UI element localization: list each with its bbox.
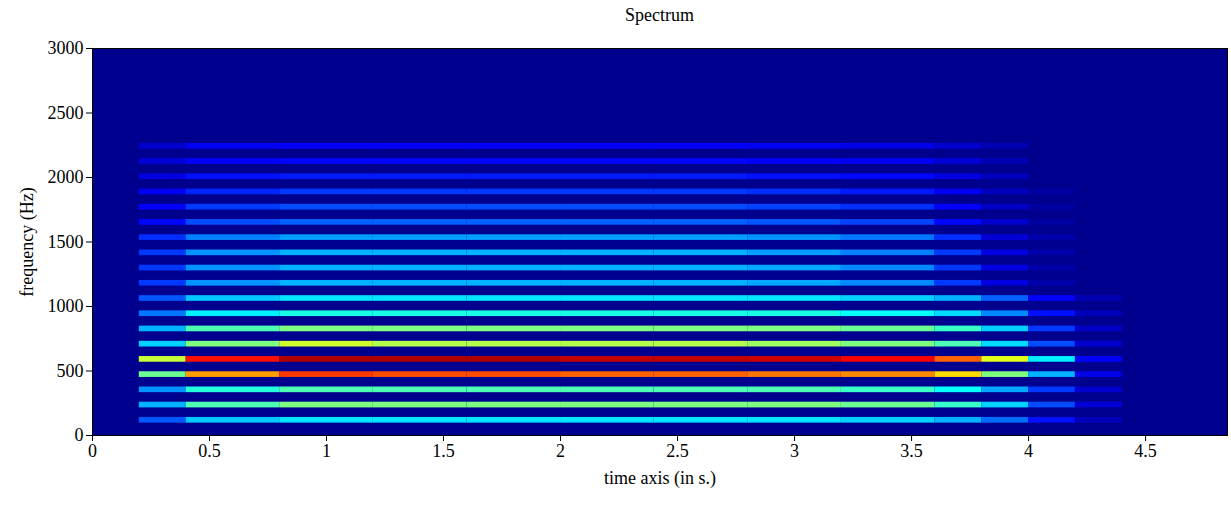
svg-text:0: 0	[75, 425, 84, 445]
svg-text:4.5: 4.5	[1134, 441, 1157, 461]
svg-text:frequency (Hz): frequency (Hz)	[17, 187, 38, 296]
svg-text:2.5: 2.5	[666, 441, 689, 461]
svg-text:3: 3	[790, 441, 799, 461]
svg-text:2000: 2000	[48, 167, 84, 187]
svg-text:4: 4	[1024, 441, 1033, 461]
svg-text:0: 0	[88, 441, 97, 461]
svg-text:2500: 2500	[48, 103, 84, 123]
svg-text:3000: 3000	[48, 38, 84, 58]
svg-text:1.5: 1.5	[432, 441, 455, 461]
svg-text:500: 500	[57, 361, 84, 381]
svg-text:0.5: 0.5	[198, 441, 221, 461]
html-text:Spectrum: Spectrum	[625, 5, 694, 25]
svg-text:3.5: 3.5	[900, 441, 923, 461]
svg-text:1000: 1000	[48, 296, 84, 316]
svg-text:time axis (in s.): time axis (in s.)	[604, 468, 716, 489]
svg-text:1: 1	[322, 441, 331, 461]
svg-text:1500: 1500	[48, 232, 84, 252]
svg-text:2: 2	[556, 441, 565, 461]
